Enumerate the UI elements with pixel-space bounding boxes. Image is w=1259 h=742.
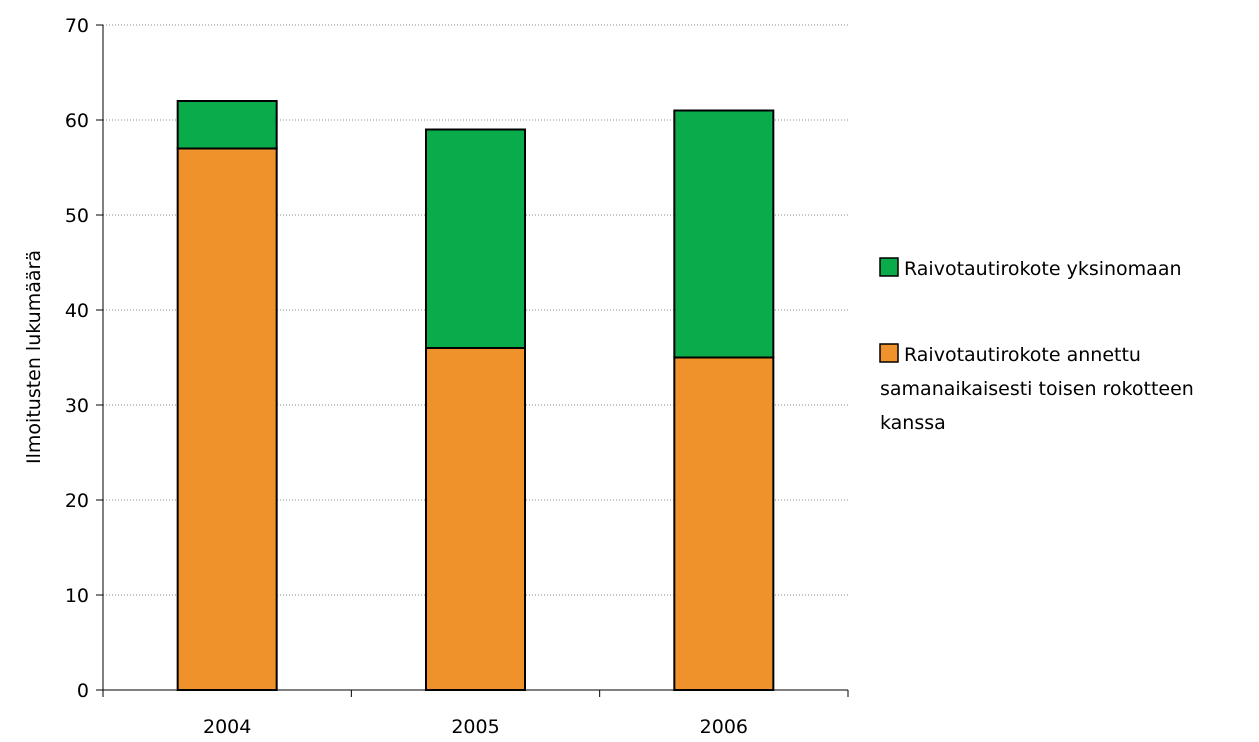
y-tick-label: 50	[65, 205, 89, 227]
legend-swatch	[879, 343, 899, 363]
x-ticks: 2004 2005 2006	[102, 690, 849, 738]
legend-label: Raivotautirokote annettu	[904, 344, 1141, 366]
y-tick-label: 20	[65, 490, 89, 512]
bar-segment-2004-series-1	[176, 100, 278, 150]
legend-label: Raivotautirokote yksinomaan	[904, 258, 1182, 280]
bar-segment-2006-series-1	[673, 109, 775, 359]
y-tick-label: 0	[77, 680, 89, 702]
y-tick-label: 40	[65, 300, 89, 322]
y-tick-label: 30	[65, 395, 89, 417]
y-tick-label: 70	[65, 15, 89, 37]
x-tick-label: 2006	[700, 716, 748, 738]
y-tick-label: 10	[65, 585, 89, 607]
legend-label: kanssa	[880, 412, 946, 434]
legend: Raivotautirokote yksinomaan Raivotautirok…	[879, 257, 1194, 434]
x-tick-label: 2005	[451, 716, 499, 738]
bar-segment-2005-series-1	[425, 128, 526, 349]
bar-segment-2005-series-0	[425, 347, 526, 691]
y-axis-title: Ilmoitusten lukumäärä	[23, 250, 45, 464]
x-tick-label: 2004	[203, 716, 251, 738]
legend-label: samanaikaisesti toisen rokotteen	[880, 378, 1194, 400]
bars	[176, 100, 775, 691]
y-tick-label: 60	[65, 110, 89, 132]
legend-swatch	[879, 257, 899, 277]
y-ticks: 0 10 20 30 40 50 60 70	[65, 15, 103, 702]
axes	[102, 25, 848, 691]
bar-segment-2004-series-0	[176, 147, 278, 691]
bar-segment-2006-series-0	[673, 356, 775, 691]
